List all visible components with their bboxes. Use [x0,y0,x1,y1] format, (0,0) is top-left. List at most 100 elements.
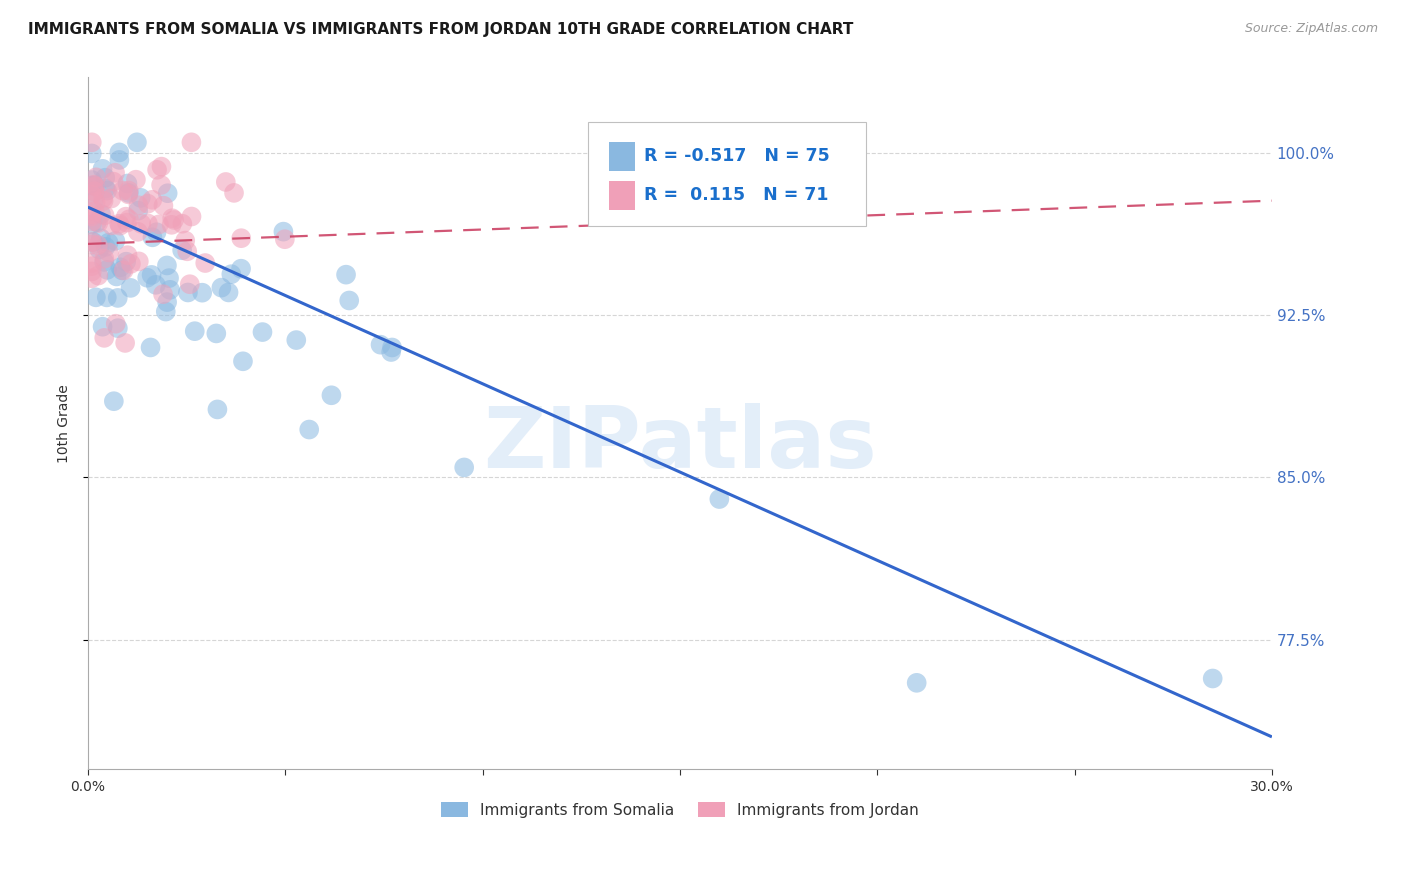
Point [222,186,245,200]
Point [709,491,731,506]
Point [174,234,197,248]
Point [87,268,110,283]
Point [115,210,138,224]
Point [252,325,274,339]
Point [104,234,127,248]
Point [218,285,240,300]
Point [93,331,115,345]
Point [108,217,131,231]
Point [136,217,159,231]
Text: ZIPatlas: ZIPatlas [484,402,877,485]
Point [103,394,125,409]
Point [117,248,139,262]
Point [380,345,402,359]
Point [150,160,173,174]
Point [905,675,928,690]
Point [205,326,228,341]
Point [107,321,129,335]
Point [111,263,134,277]
Point [141,268,163,282]
Point [83,204,105,219]
Point [86,215,108,229]
Point [115,254,138,268]
Point [97,245,120,260]
Point [87,216,110,230]
Point [104,317,127,331]
Point [156,259,179,273]
Point [156,295,179,310]
Point [103,175,125,189]
Point [80,256,103,270]
Point [160,211,183,226]
Point [107,291,129,305]
Point [274,232,297,246]
Point [1202,672,1225,686]
Point [108,219,131,233]
Point [150,178,173,192]
Point [80,218,103,232]
Legend: Immigrants from Somalia, Immigrants from Jordan: Immigrants from Somalia, Immigrants from… [434,796,925,824]
Point [93,208,115,222]
Point [139,341,162,355]
Point [209,280,232,294]
Point [83,178,105,192]
Point [108,153,131,167]
Point [184,324,207,338]
Point [96,184,118,198]
Point [136,196,159,211]
Point [87,238,110,252]
Point [179,277,201,292]
Point [93,252,115,266]
Point [117,177,139,191]
Point [90,207,112,221]
Text: Source: ZipAtlas.com: Source: ZipAtlas.com [1244,22,1378,36]
Point [120,257,142,271]
Point [90,231,112,245]
Point [118,184,141,198]
Point [91,191,114,205]
Point [104,166,127,180]
Point [191,285,214,300]
Point [231,231,253,245]
Point [94,181,117,195]
Point [84,179,107,194]
Point [152,199,174,213]
Point [176,244,198,259]
Point [321,388,343,402]
Point [131,217,153,231]
Point [298,423,321,437]
Point [145,225,167,239]
FancyBboxPatch shape [588,122,866,227]
Point [94,170,117,185]
Point [215,175,238,189]
Point [172,217,194,231]
Point [128,254,150,268]
Point [80,173,103,187]
Point [180,136,202,150]
Point [118,212,141,227]
Text: R =  0.115   N = 71: R = 0.115 N = 71 [644,186,830,204]
Point [80,237,103,252]
Point [232,354,254,368]
Point [100,192,122,206]
Point [80,146,103,161]
Point [83,184,105,198]
Point [160,218,183,232]
Point [96,262,118,277]
Point [453,460,475,475]
Point [110,260,132,275]
Point [381,341,404,355]
Point [337,293,360,308]
FancyBboxPatch shape [609,142,636,171]
Point [93,194,115,208]
Point [127,225,149,239]
Point [84,290,107,304]
Point [141,193,163,207]
Point [80,210,103,224]
Point [80,207,103,221]
Point [148,218,170,232]
Point [83,194,105,208]
Point [127,203,149,218]
Point [82,235,104,249]
Point [125,172,148,186]
